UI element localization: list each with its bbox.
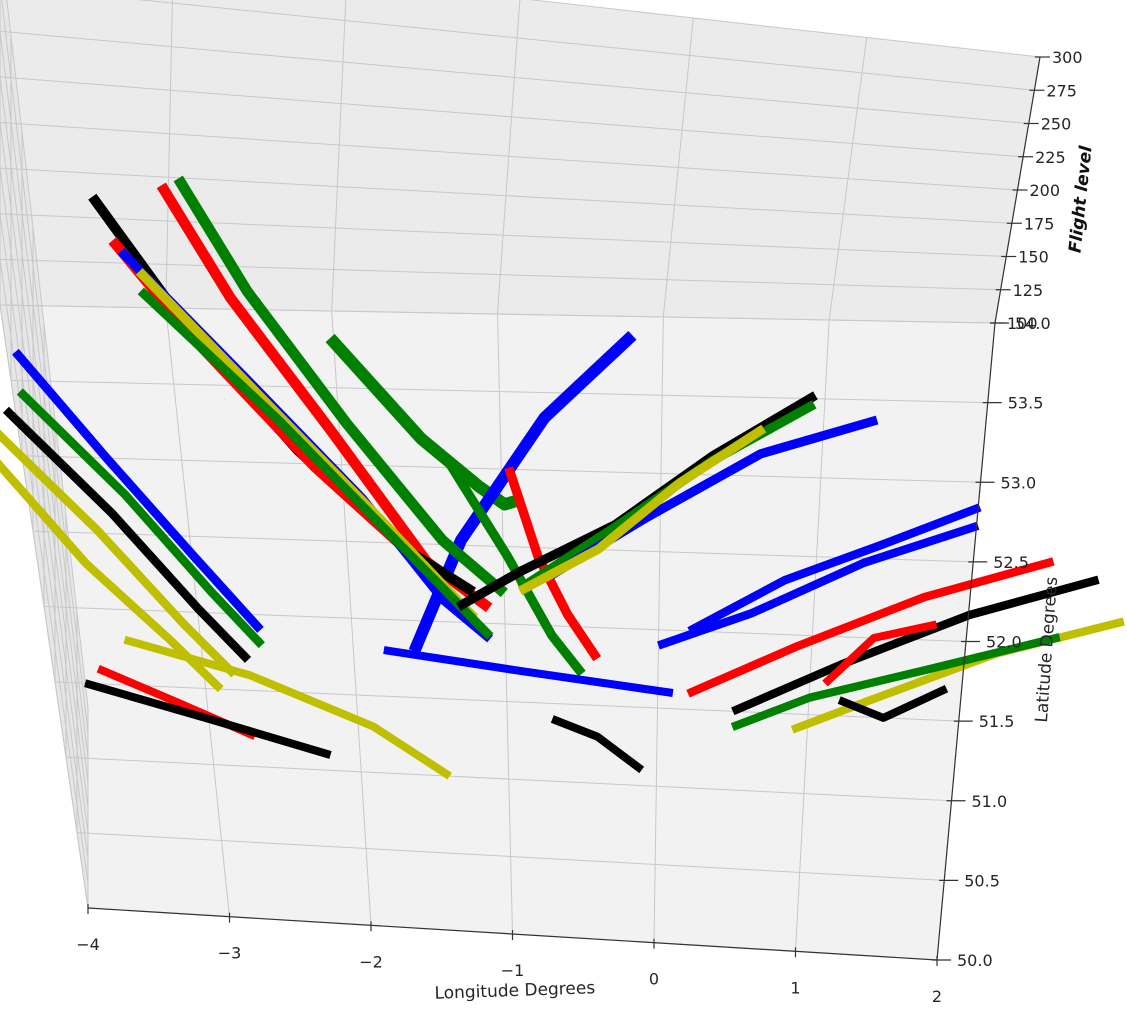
trajectory-line [504, 466, 602, 662]
x-tick-label: −1 [501, 961, 525, 980]
y-tick-label: 54.0 [1015, 314, 1051, 333]
trajectory-line [12, 348, 264, 633]
grid-line [0, 76, 1024, 783]
grid-line [1, 0, 1035, 733]
trajectory-line [550, 715, 645, 774]
grid-line [0, 121, 1018, 808]
trajectory-line [83, 679, 332, 759]
x-tick-label: −4 [76, 935, 100, 954]
grid-line [0, 304, 996, 909]
trajectory-line [686, 557, 1055, 698]
z-tick-label: 175 [1024, 214, 1055, 233]
trajectory-line [325, 333, 520, 511]
back-pane [0, 0, 1040, 323]
y-tick-label: 52.5 [993, 553, 1029, 572]
grid-line [0, 167, 1012, 833]
trajectory-line [173, 175, 508, 598]
y-tick-label: 50.5 [964, 871, 1000, 890]
grid-line [0, 258, 1001, 883]
trajectory-line [137, 287, 494, 640]
x-tick-label: 1 [790, 978, 800, 997]
trajectory-line [730, 633, 1061, 731]
x-tick-label: −2 [359, 952, 383, 971]
floor-pane [0, 305, 995, 960]
grid-line [6, 0, 1041, 708]
y-tick-label: 51.5 [979, 712, 1015, 731]
trajectory-line [0, 429, 238, 678]
y-tick-label: 52.0 [986, 633, 1022, 652]
z-axis-title: Flight level [1065, 144, 1096, 254]
trajectory-line [383, 646, 674, 697]
z-tick-label: 225 [1035, 148, 1066, 167]
trajectory-line [123, 635, 452, 780]
z-tick-label: 100 [1007, 314, 1038, 333]
trajectory-line [822, 620, 938, 687]
x-axis-title: Longitude Degrees [434, 978, 595, 1004]
trajectory-line [731, 575, 1100, 716]
z-tick-label: 275 [1046, 81, 1077, 100]
x-tick-label: 0 [649, 970, 659, 989]
y-tick-label: 50.0 [957, 951, 993, 970]
trajectory-line [16, 388, 265, 649]
trajectory-line [837, 684, 949, 722]
grid-line [0, 213, 1007, 858]
z-tick-label: 200 [1030, 181, 1061, 200]
trajectory-line [517, 424, 767, 596]
trajectory-line [0, 459, 224, 693]
z-tick-label: 150 [1018, 248, 1049, 267]
trajectory-line [657, 521, 980, 650]
trajectory-line [687, 503, 982, 635]
trajectory-line [441, 454, 586, 677]
x-tick-label: −3 [218, 944, 242, 963]
z-tick-label: 125 [1013, 281, 1044, 300]
z-tick-label: 250 [1041, 115, 1072, 134]
y-tick-label: 53.0 [1001, 473, 1037, 492]
trajectory-line [2, 406, 252, 663]
y-tick-label: 51.0 [972, 792, 1008, 811]
axis-ticks: −4 −3 −2 −1 0 1 2 50.0 50.5 51.0 51.5 52.0 52.5 53.0 5… [76, 48, 1082, 1006]
grid-line [0, 30, 1029, 758]
trajectory-lines [0, 175, 1125, 780]
axis-panes [0, 0, 1040, 960]
y-tick-label: 53.5 [1008, 394, 1044, 413]
trajectory-line [790, 617, 1125, 734]
x-tick-label: 2 [932, 987, 942, 1006]
z-tick-label: 300 [1052, 48, 1083, 67]
